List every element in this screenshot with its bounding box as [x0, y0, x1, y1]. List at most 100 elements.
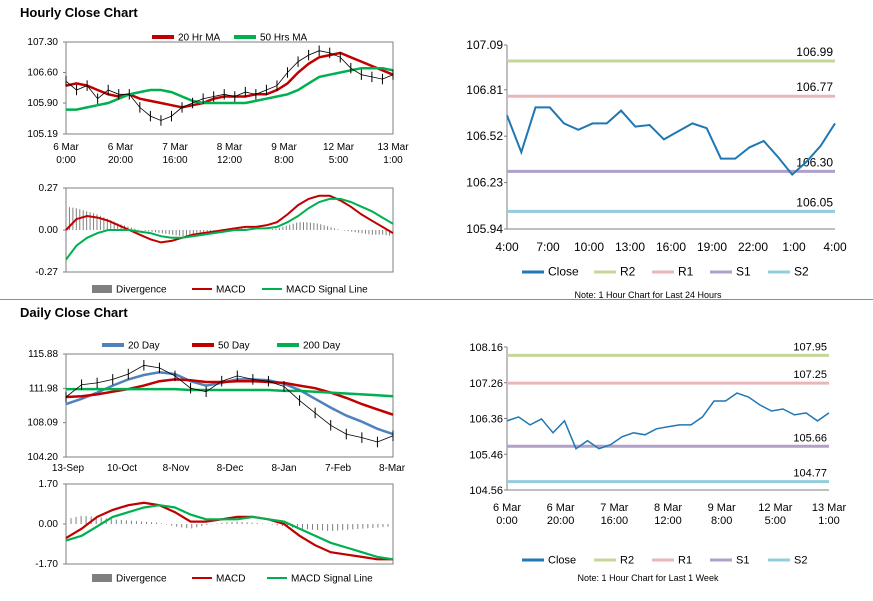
x-tick-line: 12:00: [654, 515, 682, 527]
x-tick-line: 4:00: [495, 240, 519, 254]
price-line: [65, 364, 394, 443]
plot-frame: [65, 353, 394, 458]
legend-label: S1: [736, 265, 751, 279]
y-tick-label: 104.20: [27, 452, 58, 463]
x-tick-label: 6 Mar 0:00: [53, 142, 79, 166]
y-tick-label: 106.23: [466, 176, 503, 190]
series-line: [66, 66, 394, 111]
x-tick-label: 4:00: [495, 240, 519, 254]
y-tick-label: 107.09: [466, 38, 503, 52]
x-tick-line: 5:00: [765, 515, 786, 527]
x-tick-line: 8-Jan: [271, 463, 296, 474]
legend-label: MACD Signal Line: [291, 574, 373, 585]
pivot-level-label: 107.25: [793, 369, 827, 381]
x-tick-label: 6 Mar 20:00: [108, 142, 134, 166]
y-tick-label: 107.26: [469, 378, 503, 390]
hourly-macd-chart: 0.27 0.00 -0.27 Divergence MACD MACD Signal L…: [35, 183, 394, 296]
x-tick-label: 13 Mar 1:00: [377, 142, 409, 166]
legend-label: Divergence: [116, 285, 167, 296]
series-line: [65, 501, 393, 561]
legend-label: 200 Day: [303, 341, 340, 352]
plot-frame: [65, 41, 394, 135]
x-tick-line: 12:00: [217, 155, 242, 166]
pivot-level-label: 106.77: [796, 80, 833, 94]
y-tick-label: 0.27: [39, 183, 59, 194]
x-tick-line: 12 Mar: [758, 502, 793, 514]
y-tick-label: 0.00: [39, 519, 59, 530]
x-tick-line: 20:00: [108, 155, 133, 166]
legend-label: 20 Hr MA: [178, 33, 221, 44]
x-tick-line: 6 Mar: [493, 502, 521, 514]
x-tick-line: 10:00: [574, 240, 604, 254]
x-tick-label: 8-Jan: [271, 463, 296, 474]
series-line: [65, 51, 394, 109]
x-tick-label: 1:00: [782, 240, 806, 254]
x-tick-label: 8 Mar 12:00: [217, 142, 243, 166]
y-tick-label: 108.16: [469, 342, 503, 354]
x-tick-label: 8-Nov: [163, 463, 190, 474]
x-tick-line: 13-Sep: [52, 463, 85, 474]
x-tick-label: 10-Oct: [107, 463, 137, 474]
close-line: [506, 392, 830, 450]
x-tick-line: 9 Mar: [708, 502, 736, 514]
x-tick-line: 6 Mar: [108, 142, 134, 153]
section-divider: [0, 299, 873, 300]
x-tick-line: 7 Mar: [162, 142, 188, 153]
x-tick-label: 22:00: [738, 240, 768, 254]
y-tick-label: 106.36: [469, 414, 503, 426]
y-tick-label: 105.19: [27, 129, 58, 140]
x-tick-line: 6 Mar: [547, 502, 575, 514]
x-tick-label: 6 Mar 0:00: [493, 502, 521, 527]
pivot-level-label: 104.77: [793, 468, 827, 480]
series-line: [65, 378, 394, 416]
x-tick-line: 7 Mar: [600, 502, 628, 514]
chart-note: Note: 1 Hour Chart for Last 24 Hours: [574, 290, 722, 300]
x-tick-line: 16:00: [601, 515, 629, 527]
legend-label: S1: [736, 555, 749, 567]
x-tick-line: 8:00: [274, 155, 294, 166]
y-tick-label: 104.56: [469, 485, 503, 497]
legend-label: Close: [548, 265, 579, 279]
x-tick-label: 8-Dec: [217, 463, 244, 474]
x-tick-line: 16:00: [656, 240, 686, 254]
legend-label: S2: [794, 555, 807, 567]
pivot-level-label: 106.99: [796, 45, 833, 59]
plot-frame: [65, 483, 394, 565]
legend-swatch: [92, 285, 112, 293]
y-tick-label: 108.09: [27, 418, 58, 429]
close-line: [506, 106, 836, 177]
x-tick-label: 6 Mar 20:00: [547, 502, 575, 527]
x-tick-label: 7-Feb: [325, 463, 352, 474]
x-tick-line: 16:00: [162, 155, 187, 166]
pivot-level-label: 105.66: [793, 432, 827, 444]
pivot-level-label: 107.95: [793, 341, 827, 353]
x-tick-line: 13 Mar: [812, 502, 847, 514]
legend-label: R1: [678, 265, 694, 279]
x-tick-label: 13-Sep: [52, 463, 85, 474]
x-tick-label: 16:00: [656, 240, 686, 254]
y-tick-label: 105.46: [469, 449, 503, 461]
daily-macd-chart: 1.70 0.00 -1.70 Divergence MACD MACD Signal L…: [35, 479, 394, 585]
hourly-pivot-chart: 107.09 106.81 106.52 106.23 105.94 4:00 7:00 10…: [466, 38, 847, 300]
legend-label: MACD: [216, 285, 245, 296]
x-tick-line: 8-Nov: [163, 463, 190, 474]
x-tick-line: 0:00: [496, 515, 517, 527]
legend-swatch: [92, 574, 112, 582]
x-tick-line: 8 Mar: [654, 502, 682, 514]
x-tick-line: 1:00: [782, 240, 806, 254]
y-tick-label: 115.88: [28, 349, 58, 360]
x-tick-label: 4:00: [823, 240, 847, 254]
series-line: [65, 504, 394, 561]
series-line: [65, 194, 394, 244]
x-tick-line: 4:00: [823, 240, 847, 254]
x-tick-label: 12 Mar 5:00: [758, 502, 793, 527]
x-tick-line: 19:00: [697, 240, 727, 254]
x-tick-label: 19:00: [697, 240, 727, 254]
series-line: [65, 197, 394, 261]
legend-label: R2: [620, 265, 636, 279]
x-tick-label: 10:00: [574, 240, 604, 254]
legend-label: R1: [678, 555, 692, 567]
x-tick-line: 0:00: [56, 155, 76, 166]
x-tick-label: 9 Mar 8:00: [708, 502, 736, 527]
x-tick-line: 22:00: [738, 240, 768, 254]
